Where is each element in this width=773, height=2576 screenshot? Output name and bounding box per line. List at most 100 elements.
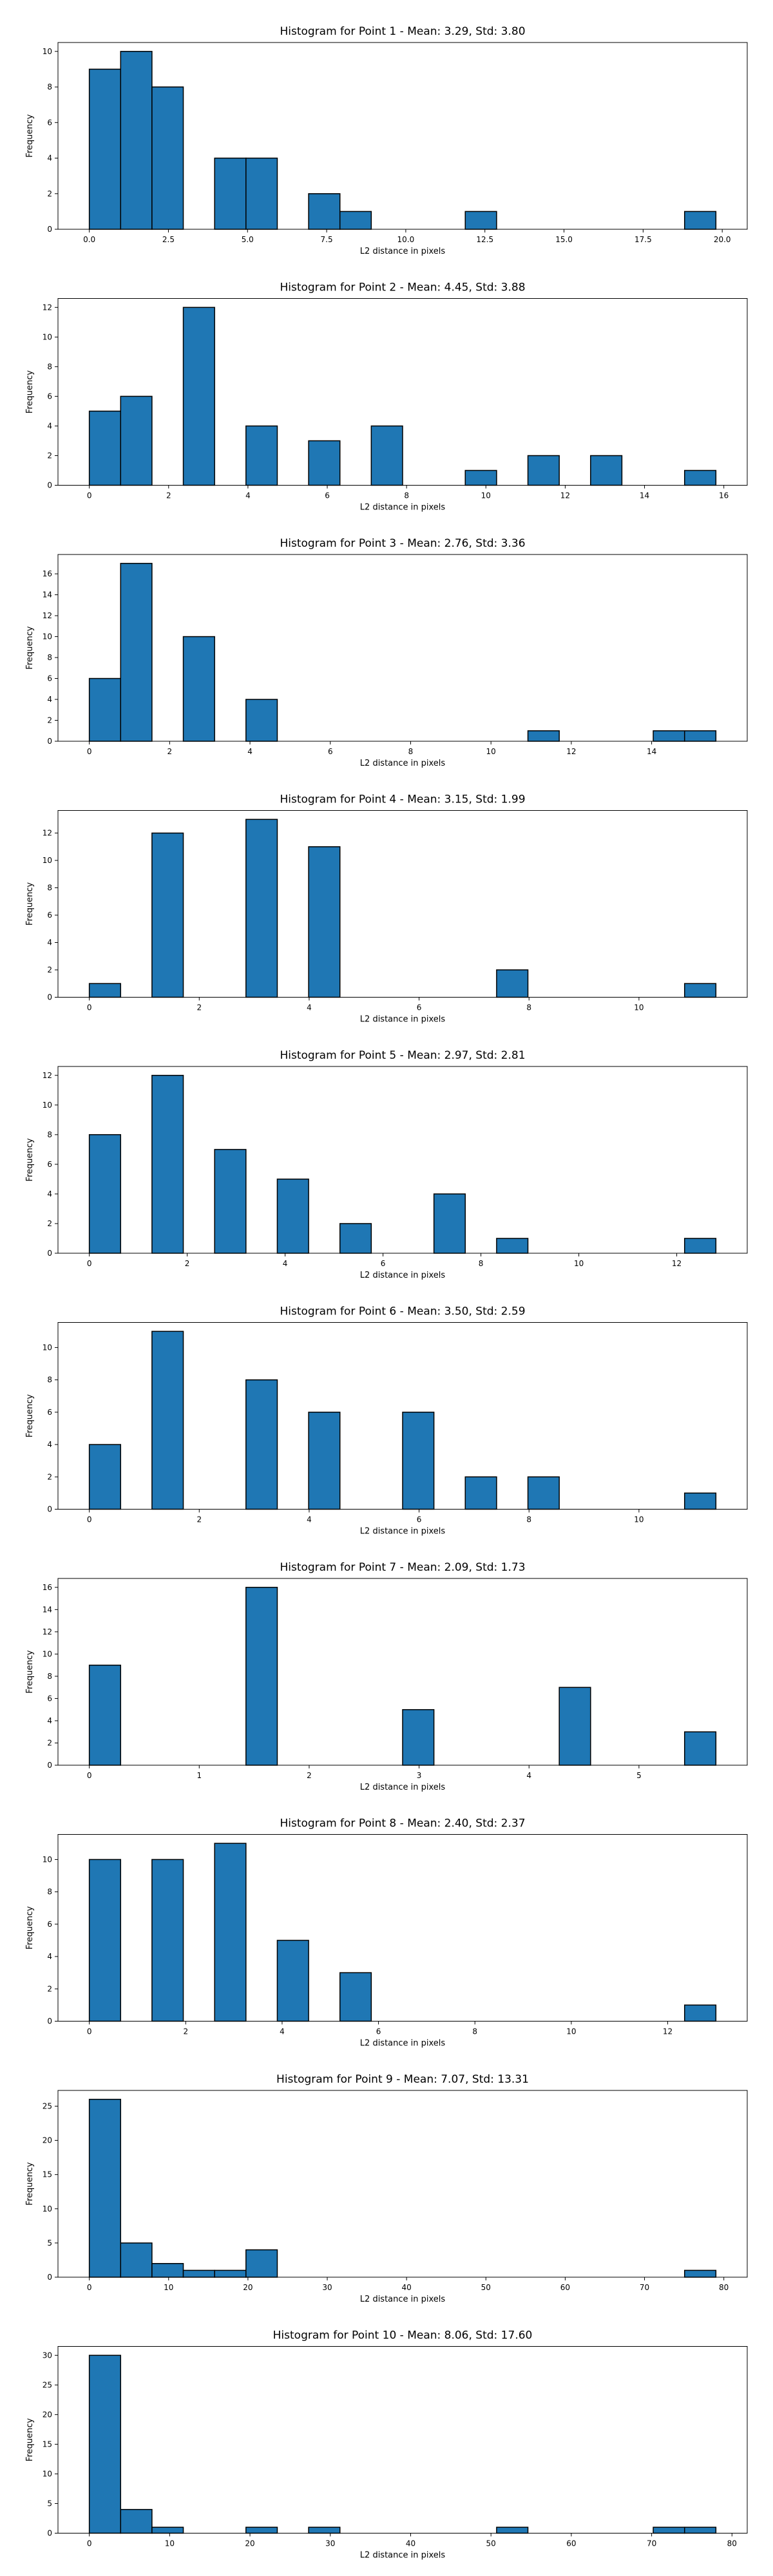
y-tick-label: 10 <box>43 47 52 56</box>
chart-title: Histogram for Point 9 - Mean: 7.07, Std:… <box>276 2073 529 2086</box>
histogram-bar <box>653 2526 685 2534</box>
histogram-bar <box>339 1223 372 1254</box>
x-axis-label: L2 distance in pixels <box>360 503 446 513</box>
histogram-bar <box>339 1972 372 2022</box>
histogram-bar <box>496 1238 529 1254</box>
histogram-bar <box>683 1238 717 1254</box>
y-tick-label: 0 <box>47 993 52 1002</box>
x-axis-label: L2 distance in pixels <box>360 2039 446 2049</box>
y-tick-label: 2 <box>47 1738 52 1747</box>
y-tick-label: 2 <box>47 1219 52 1228</box>
x-tick-label: 60 <box>560 2283 570 2292</box>
x-tick-label: 10.0 <box>397 235 415 244</box>
histogram-panel-1: Histogram for Point 1 - Mean: 3.29, Std:… <box>25 25 748 256</box>
histogram-bar <box>151 2526 184 2534</box>
y-tick-label: 12 <box>43 611 52 620</box>
histogram-bar <box>88 68 122 230</box>
y-tick-label: 10 <box>43 856 52 865</box>
x-tick-label: 50 <box>486 2539 496 2548</box>
histogram-bar <box>276 1179 309 1254</box>
x-axis-label: L2 distance in pixels <box>360 2295 446 2304</box>
chart-title: Histogram for Point 5 - Mean: 2.97, Std:… <box>280 1049 525 1062</box>
x-tick-label: 10 <box>165 2539 175 2548</box>
histogram-bar <box>151 1859 184 2022</box>
y-tick-label: 6 <box>47 911 52 920</box>
y-tick-label: 5 <box>47 2499 52 2508</box>
x-tick-label: 2 <box>307 1771 312 1780</box>
y-tick-label: 8 <box>47 82 52 91</box>
y-tick-label: 14 <box>43 1605 52 1614</box>
histogram-bar <box>683 2526 717 2534</box>
y-tick-label: 2 <box>47 451 52 460</box>
chart-title: Histogram for Point 1 - Mean: 3.29, Std:… <box>280 25 525 38</box>
y-tick-label: 6 <box>47 118 52 127</box>
histogram-bar <box>214 1149 247 1254</box>
x-tick-label: 6 <box>417 1515 422 1524</box>
x-tick-label: 3 <box>417 1771 422 1780</box>
y-tick-label: 2 <box>47 1984 52 1993</box>
x-tick-label: 40 <box>402 2283 412 2292</box>
chart-title: Histogram for Point 3 - Mean: 2.76, Std:… <box>280 537 525 550</box>
histogram-bar <box>120 563 153 742</box>
chart-title: Histogram for Point 6 - Mean: 3.50, Std:… <box>280 1305 525 1318</box>
x-tick-label: 8 <box>408 747 414 756</box>
y-tick-label: 8 <box>47 1888 52 1897</box>
y-tick-label: 8 <box>47 362 52 371</box>
x-tick-label: 0 <box>87 1771 92 1780</box>
x-tick-label: 10 <box>574 1259 584 1268</box>
y-tick-label: 16 <box>43 1583 52 1592</box>
plot-frame <box>57 554 748 742</box>
y-tick-label: 8 <box>47 1672 52 1681</box>
y-tick-label: 0 <box>47 2017 52 2026</box>
x-tick-label: 80 <box>727 2539 737 2548</box>
histogram-bar <box>496 2526 529 2534</box>
y-tick-label: 4 <box>47 1189 52 1198</box>
histogram-bar <box>88 1664 122 1766</box>
histogram-bar <box>558 1687 591 1766</box>
x-tick-label: 2.5 <box>162 235 175 244</box>
y-tick-label: 6 <box>47 1694 52 1703</box>
y-tick-label: 8 <box>47 1130 52 1139</box>
y-axis-label: Frequency <box>25 2418 35 2461</box>
y-tick-label: 15 <box>43 2170 52 2179</box>
histogram-bar <box>120 2508 153 2534</box>
x-tick-label: 4 <box>280 2027 285 2036</box>
y-tick-label: 0 <box>47 1505 52 1514</box>
histogram-bar <box>245 425 278 486</box>
x-tick-label: 4 <box>283 1259 288 1268</box>
x-tick-label: 8 <box>404 491 409 500</box>
histogram-bar <box>245 1587 278 1766</box>
x-tick-label: 1 <box>196 1771 202 1780</box>
x-tick-label: 10 <box>634 1003 644 1012</box>
histogram-bar <box>590 455 623 486</box>
x-tick-label: 2 <box>166 491 171 500</box>
histogram-bar <box>308 1412 341 1510</box>
histogram-bar <box>683 211 717 230</box>
histogram-bar <box>276 1940 309 2022</box>
x-tick-label: 0 <box>87 2027 92 2036</box>
histogram-bar <box>151 2263 184 2278</box>
x-tick-label: 0 <box>87 1515 92 1524</box>
y-tick-label: 4 <box>47 695 52 704</box>
histogram-bar <box>151 86 184 230</box>
y-tick-label: 6 <box>47 1408 52 1417</box>
y-tick-label: 10 <box>43 1649 52 1658</box>
x-tick-label: 20 <box>243 2283 253 2292</box>
plot-frame <box>57 42 748 230</box>
y-tick-label: 10 <box>43 632 52 641</box>
y-tick-label: 0 <box>47 225 52 234</box>
y-axis-label: Frequency <box>25 882 35 925</box>
x-tick-label: 2 <box>183 2027 188 2036</box>
x-tick-label: 10 <box>566 2027 576 2036</box>
histogram-bar <box>245 2249 278 2278</box>
y-tick-label: 10 <box>43 2204 52 2213</box>
y-tick-label: 6 <box>47 392 52 401</box>
x-tick-label: 5.0 <box>242 235 254 244</box>
histogram-bar <box>370 425 403 486</box>
y-tick-label: 10 <box>43 1101 52 1110</box>
x-tick-label: 8 <box>479 1259 484 1268</box>
histogram-bar <box>433 1193 466 1254</box>
histogram-bar <box>464 1476 497 1510</box>
histogram-panel-4: Histogram for Point 4 - Mean: 3.15, Std:… <box>25 793 748 1025</box>
histogram-panel-8: Histogram for Point 8 - Mean: 2.40, Std:… <box>25 1817 748 2049</box>
